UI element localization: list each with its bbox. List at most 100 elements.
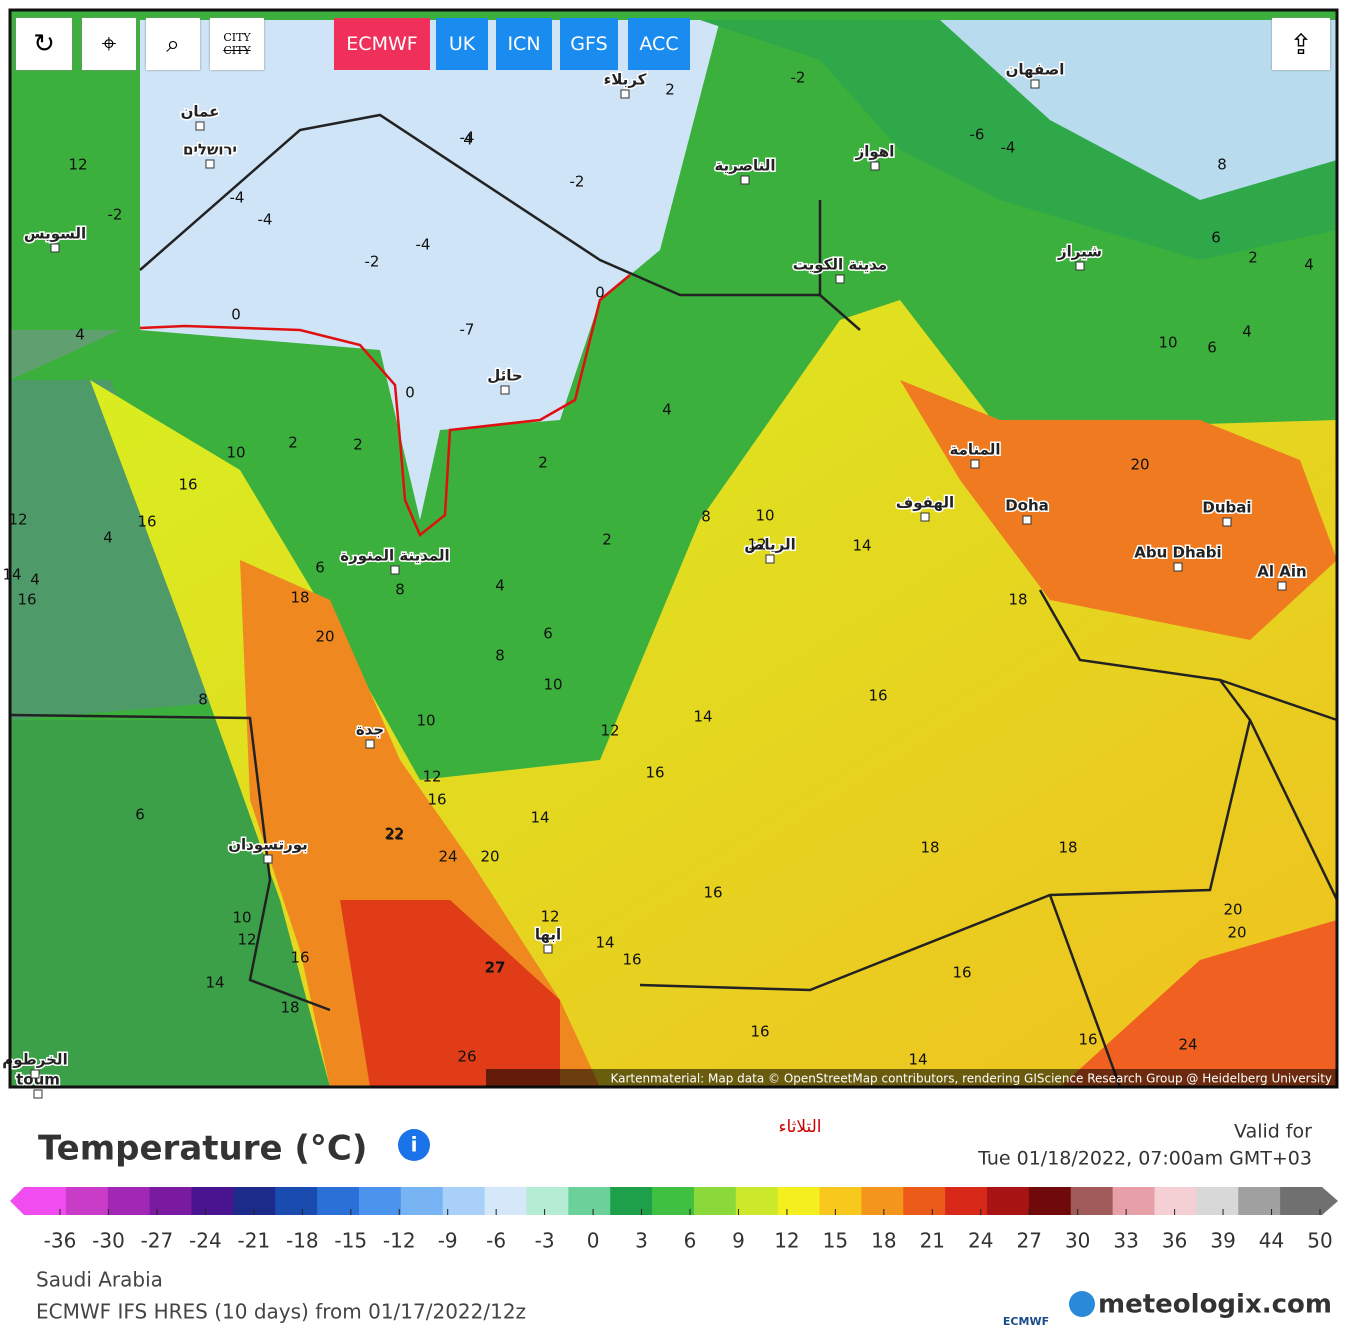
city-marker (920, 512, 930, 522)
city-label: اصفهان (1006, 61, 1065, 79)
contour-label: 14 (693, 708, 712, 726)
city-marker (1277, 581, 1287, 591)
colorbar-tick-label: -24 (189, 1229, 222, 1253)
contour-label: 18 (1008, 591, 1027, 609)
cold-region (940, 20, 1337, 200)
contour-label: 16 (868, 687, 887, 705)
colorbar-swatch (484, 1187, 527, 1215)
contour-label: -2 (791, 69, 806, 87)
colorbar-tick-label: 50 (1307, 1229, 1332, 1253)
city-marker (1022, 515, 1032, 525)
contour-label: 2 (1248, 249, 1258, 267)
colorbar-tick-label: 21 (920, 1229, 945, 1253)
colorbar-swatch (1196, 1187, 1239, 1215)
location-button[interactable]: ⌖ (82, 18, 136, 70)
contour-label: 16 (622, 951, 641, 969)
colorbar-tick-label: -15 (334, 1229, 367, 1253)
share-button[interactable]: ⇪ (1272, 18, 1330, 70)
colorbar-swatch (1112, 1187, 1156, 1215)
contour-label: 10 (416, 712, 435, 730)
city-marker (195, 121, 205, 131)
attribution: Kartenmaterial: Map data © OpenStreetMap… (610, 1072, 1332, 1086)
colorbar-swatch (1280, 1187, 1323, 1215)
contour-label: 16 (17, 591, 36, 609)
contour-label: 18 (290, 589, 309, 607)
contour-label: 16 (645, 764, 664, 782)
legend-title: Temperature (°C) (38, 1129, 367, 1169)
city-marker (1030, 79, 1040, 89)
city-marker (835, 274, 845, 284)
contour-label: 12 (600, 722, 619, 740)
colorbar-tick-label: 3 (635, 1229, 648, 1253)
city-label: الرياض (744, 536, 796, 554)
city-marker (390, 565, 400, 575)
contour-label: 2 (602, 531, 612, 549)
city-label: CITY (223, 44, 251, 57)
ecmwf-logo: ECMWF (1003, 1315, 1049, 1328)
city-label: شيراز (1057, 243, 1102, 261)
contour-label: 0 (231, 306, 241, 324)
city-label: CITY (223, 31, 251, 44)
model-button[interactable]: GFS (560, 18, 618, 70)
day: التلاثاء (778, 1117, 821, 1137)
colorbar-tick-label: 0 (587, 1229, 600, 1253)
colorbar-tick-label: -9 (438, 1229, 458, 1253)
colorbar-arrow (1322, 1187, 1338, 1215)
model-button[interactable]: UK (436, 18, 488, 70)
contour-label: 16 (750, 1023, 769, 1041)
city-marker (1075, 261, 1085, 271)
refresh-button[interactable]: ↻ (16, 18, 72, 70)
contour-label: 0 (405, 384, 415, 402)
colorbar-tick-label: -27 (141, 1229, 174, 1253)
contour-label: -2 (108, 206, 123, 224)
colorbar-swatch (358, 1187, 402, 1215)
contour-label: -4 (258, 211, 273, 229)
colorbar-swatch (24, 1187, 67, 1215)
colorbar-swatch (191, 1187, 234, 1215)
contour-label: 12 (8, 511, 27, 529)
colorbar-swatch (317, 1187, 360, 1215)
contour-label: 12 (68, 156, 87, 174)
colorbar-swatch (442, 1187, 486, 1215)
city-label: مدينة الكويت (793, 256, 887, 274)
city-marker (263, 854, 273, 864)
hot-region (1060, 920, 1337, 1087)
city-label: عمان (181, 103, 220, 121)
model-button[interactable]: ACC (628, 18, 690, 70)
colorbar-swatch (861, 1187, 904, 1215)
colorbar-tick-label: 30 (1065, 1229, 1090, 1253)
contour-label: 16 (427, 791, 446, 809)
colorbar-swatch (275, 1187, 318, 1215)
model-button[interactable]: ICN (496, 18, 552, 70)
contour-label: 18 (1058, 839, 1077, 857)
contour-label: 4 (75, 326, 85, 344)
brand: meteologix.com (1098, 1290, 1332, 1320)
contour-label: 4 (463, 131, 473, 149)
city-label: الخرطوم (2, 1051, 67, 1069)
zoom-button[interactable]: ⌕ (146, 18, 200, 70)
city-marker (970, 459, 980, 469)
contour-label: 20 (1227, 924, 1246, 942)
colorbar-swatch (987, 1187, 1030, 1215)
contour-label: 6 (1207, 339, 1217, 357)
colorbar-tick-label: 18 (871, 1229, 896, 1253)
contour-label: 20 (1130, 456, 1149, 474)
contour-label: 4 (495, 577, 505, 595)
contour-label: 27 (485, 959, 506, 977)
info-icon[interactable] (398, 1129, 430, 1161)
city-button[interactable]: CITY CITY (210, 18, 264, 70)
contour-label: 16 (703, 884, 722, 902)
colorbar-tick-label: 12 (774, 1229, 799, 1253)
colorbar-tick-label: -3 (535, 1229, 555, 1253)
model-button[interactable]: ECMWF (334, 18, 430, 70)
contour-label: 14 (852, 537, 871, 555)
contour-label: 22 (384, 825, 403, 843)
contour-label: 8 (1217, 156, 1227, 174)
contour-label: 26 (457, 1048, 476, 1066)
colorbar-swatch (526, 1187, 569, 1215)
city-marker (30, 1069, 40, 1079)
contour-label: 14 (595, 934, 614, 952)
contour-label: -7 (460, 321, 475, 339)
